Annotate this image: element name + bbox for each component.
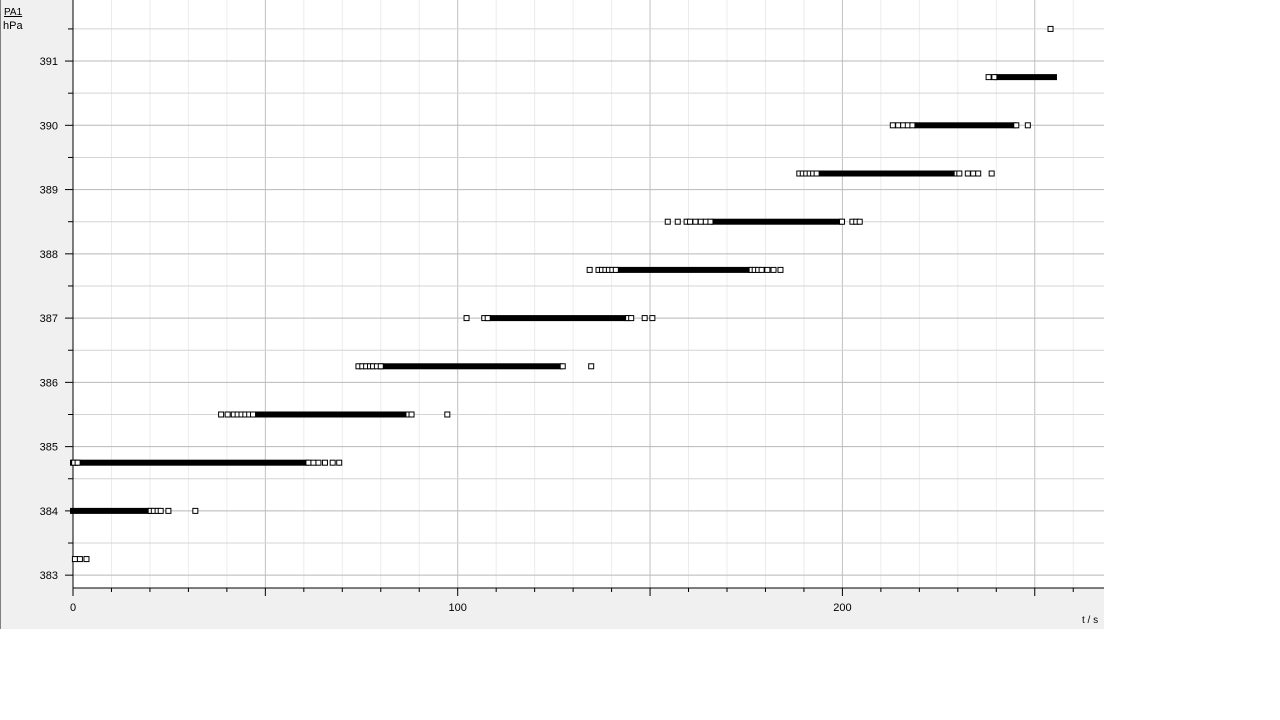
data-point [839, 218, 846, 225]
data-point [964, 170, 971, 177]
data-point [777, 266, 784, 273]
y-tick-label: 387 [40, 313, 58, 325]
data-point [250, 411, 257, 418]
tick-labels: 383 384 385 386 387 388 389 390 391 0 100 200 [40, 56, 852, 614]
data-point [321, 459, 328, 466]
y-tick-label: 390 [40, 120, 58, 132]
data-point [336, 459, 343, 466]
data-point-run [487, 315, 629, 322]
data-point [895, 122, 902, 129]
chart-panel: 383 384 385 386 387 388 389 390 391 0 100 200 PA1 h… [0, 0, 1104, 629]
data-point [74, 459, 81, 466]
y-tick-label: 383 [40, 570, 58, 582]
y-tick-label: 384 [40, 506, 58, 518]
x-axis-label: t / s [1082, 615, 1099, 626]
x-tick-label: 0 [70, 602, 76, 614]
data-point [988, 170, 995, 177]
y-tick-label: 386 [40, 377, 58, 389]
y-tick-label: 385 [40, 442, 58, 454]
data-point [692, 218, 699, 225]
data-point [764, 266, 771, 273]
data-point [975, 170, 982, 177]
data-point-run [70, 507, 152, 514]
data-point-run [914, 122, 1017, 129]
data-point [408, 411, 415, 418]
data-point-run [818, 170, 957, 177]
data-point [218, 411, 225, 418]
data-point [444, 411, 451, 418]
axes [0, 0, 1104, 629]
data-point [889, 122, 896, 129]
data-point [687, 218, 694, 225]
data-point [856, 218, 863, 225]
data-point [463, 315, 470, 322]
y-tick-label: 391 [40, 56, 58, 68]
series-name-label: PA1 [4, 7, 23, 18]
data-point [224, 411, 231, 418]
data-point-run [616, 266, 752, 273]
data-point [76, 556, 83, 563]
data-point [641, 315, 648, 322]
plot-area [73, 0, 1104, 588]
data-point-run [252, 411, 409, 418]
y-axis-unit-label: hPa [3, 20, 23, 32]
x-tick-label: 100 [449, 602, 467, 614]
data-point-run [993, 74, 1057, 81]
y-tick-label: 388 [40, 249, 58, 261]
grid-lines [73, 0, 1104, 588]
data-point [707, 218, 714, 225]
data-point [674, 218, 681, 225]
data-point-run [70, 459, 309, 466]
data-point [588, 363, 595, 370]
data-point [329, 459, 336, 466]
data-point [484, 315, 491, 322]
data-point [559, 363, 566, 370]
x-tick-label: 200 [833, 602, 851, 614]
data-point [956, 170, 963, 177]
data-point [1013, 122, 1020, 129]
data-point [985, 74, 992, 81]
data-point [1024, 122, 1031, 129]
data-point [649, 315, 656, 322]
scatter-plot: 383 384 385 386 387 388 389 390 391 0 100 200 [0, 0, 1104, 629]
data-point [664, 218, 671, 225]
data-point [813, 170, 820, 177]
data-point [909, 122, 916, 129]
data-point [83, 556, 90, 563]
data-point [697, 218, 704, 225]
y-tick-label: 389 [40, 185, 58, 197]
data-point [71, 556, 78, 563]
data-point [758, 266, 765, 273]
data-point-run [710, 218, 844, 225]
data-point [970, 170, 977, 177]
data-point [612, 266, 619, 273]
data-points [70, 25, 1057, 563]
data-point [991, 74, 998, 81]
data-point [305, 459, 312, 466]
data-point [770, 266, 777, 273]
data-point [315, 459, 322, 466]
data-point [628, 315, 635, 322]
data-point [586, 266, 593, 273]
data-point [165, 507, 172, 514]
data-point-run [379, 363, 563, 370]
data-point [310, 459, 317, 466]
data-point [157, 507, 164, 514]
data-point [192, 507, 199, 514]
data-point [377, 363, 384, 370]
data-point [1047, 25, 1054, 32]
